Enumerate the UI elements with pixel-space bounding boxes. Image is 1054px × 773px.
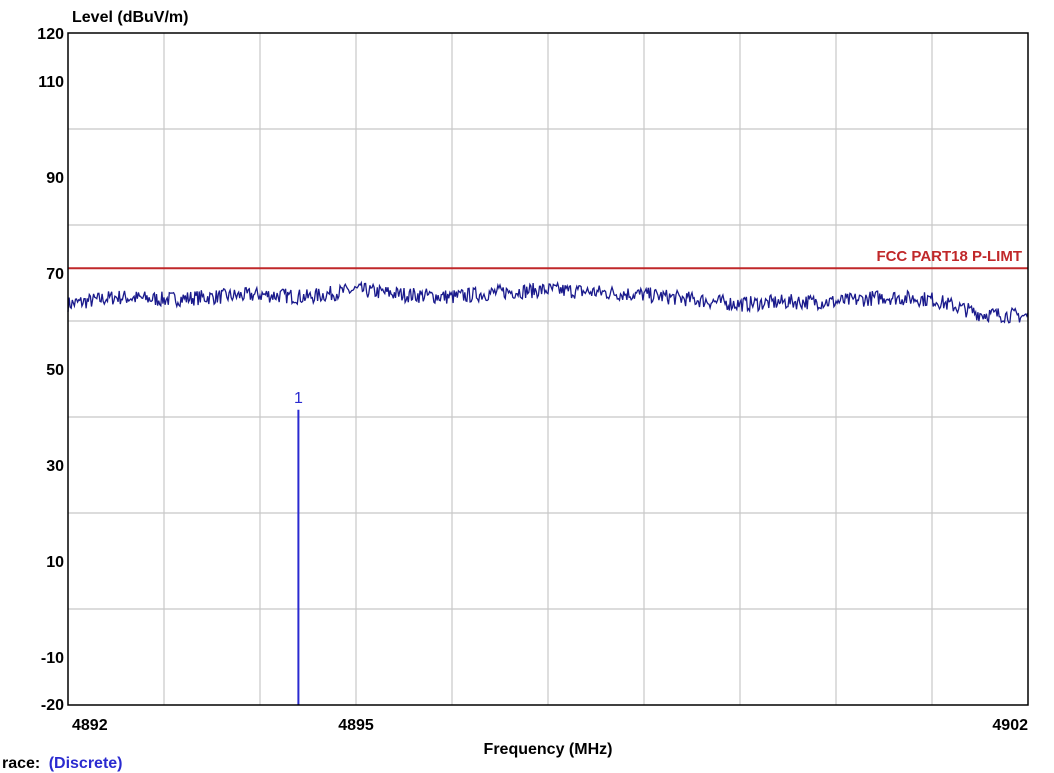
marker-label: 1 <box>294 390 303 407</box>
y-tick-label: -10 <box>41 650 64 667</box>
chart-grid <box>68 33 1028 705</box>
x-tick-label: 4892 <box>72 717 108 734</box>
y-tick-label: 10 <box>46 554 64 571</box>
trace-line <box>67 280 1029 324</box>
y-tick-label: 110 <box>38 74 64 91</box>
y-tick-label: 90 <box>46 170 64 187</box>
limit-line-label: FCC PART18 P-LIMT <box>876 248 1022 265</box>
tick-labels: 120 110 90 70 50 30 10 -10 -20 4892 4895 4902 <box>37 26 1028 734</box>
limit-line-group: FCC PART18 P-LIMT <box>68 248 1028 270</box>
y-tick-label: 120 <box>37 26 64 43</box>
trace-legend: race: (Discrete) <box>2 755 123 773</box>
x-axis-label: Frequency (MHz) <box>484 741 613 758</box>
marker-group: 1 <box>294 390 303 705</box>
y-tick-label: 70 <box>46 266 64 283</box>
y-tick-label: -20 <box>41 697 64 714</box>
trace-legend-label: race: <box>2 755 41 772</box>
y-tick-label: 50 <box>46 362 64 379</box>
y-tick-label: 30 <box>46 458 64 475</box>
plot-frame <box>67 32 1029 706</box>
y-axis-label: Level (dBuV/m) <box>72 9 188 26</box>
x-tick-label: 4895 <box>338 717 374 734</box>
trace-group <box>67 280 1029 324</box>
x-tick-label: 4902 <box>992 717 1028 734</box>
trace-legend-value: (Discrete) <box>48 755 123 772</box>
